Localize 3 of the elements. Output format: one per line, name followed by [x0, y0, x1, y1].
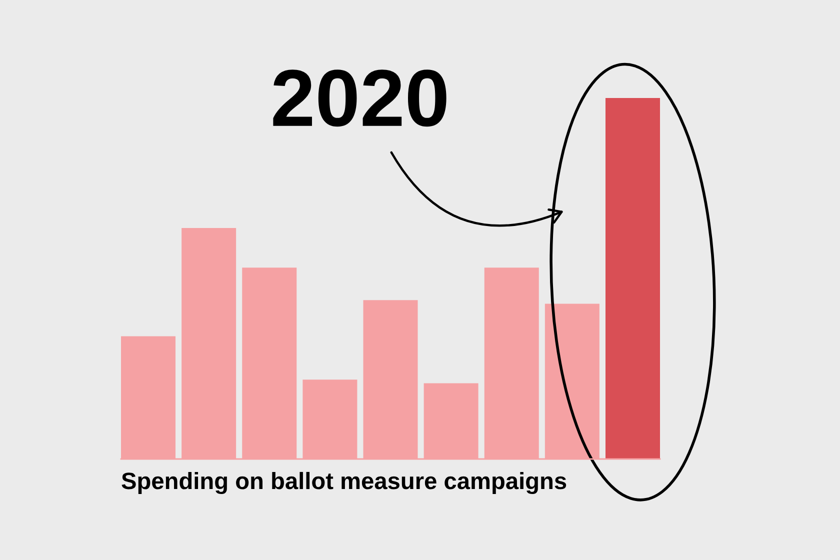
bar — [605, 98, 660, 459]
text: Spending on ballot measure campaigns — [122, 472, 566, 494]
annotation: 2020 — [273, 70, 446, 127]
